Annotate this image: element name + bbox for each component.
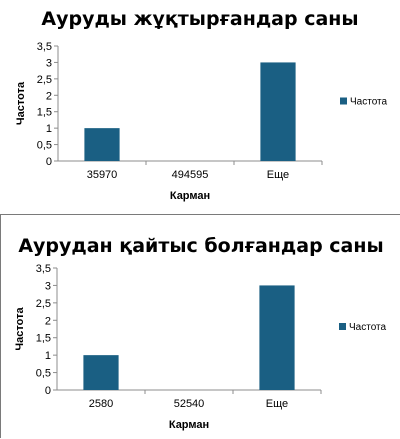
y-axis-title: Частота [14,307,26,351]
chart-panel-infected: Ауруды жұқтырғандар саны 0 0,5 1 1,5 2 2,5 3 3,… [0,0,400,212]
y-tick-label: 3 [45,280,51,292]
y-axis-title: Частота [15,81,27,125]
y-tick-label: 0 [46,156,52,168]
y-tick-label: 2 [45,315,51,327]
x-tick-label: Еще [266,398,288,410]
x-tick-label: 2580 [89,398,113,410]
legend-swatch [340,97,347,105]
chart-panel-deaths: Аурудан қайтыс болғандар саны 0 0,5 1 1,5 2 2… [0,214,400,438]
y-tick-label: 3,5 [37,41,52,53]
y-tick-label: 2,5 [37,74,52,86]
legend-label: Частота [349,322,387,333]
x-axis-title: Карман [170,190,210,202]
y-tick-label: 1,5 [37,107,52,119]
y-tick-label: 0,5 [37,140,52,152]
x-axis-title: Карман [169,419,209,431]
bar-chart-infected: 0 0,5 1 1,5 2 2,5 3 3,5 35970 494595 Еще Карман Част… [15,41,388,202]
x-tick-label: Еще [267,169,289,181]
y-tick-label: 0,5 [36,368,51,380]
x-tick-label: 52540 [174,398,205,410]
x-tick-label: 35970 [87,169,118,181]
y-tick-label: 1,5 [36,333,51,345]
legend-label: Частота [350,97,388,108]
bar [84,128,120,161]
bar-chart-deaths: 0 0,5 1 1,5 2 2,5 3 3,5 2580 52540 Еще Карман Частот… [14,263,387,431]
y-tick-label: 2 [46,90,52,102]
x-tick-label: 494595 [172,169,209,181]
legend-swatch [339,323,346,330]
y-tick-label: 3,5 [36,263,51,275]
chart-title: Аурудан қайтыс болғандар саны [18,235,384,257]
y-tick-label: 1 [45,350,51,362]
bar [260,62,296,161]
chart-title: Ауруды жұқтырғандар саны [41,8,359,30]
y-tick-label: 0 [45,385,51,397]
bar [83,355,119,390]
bar [259,285,295,390]
y-tick-label: 1 [46,123,52,135]
y-tick-label: 3 [46,57,52,69]
y-tick-label: 2,5 [36,298,51,310]
